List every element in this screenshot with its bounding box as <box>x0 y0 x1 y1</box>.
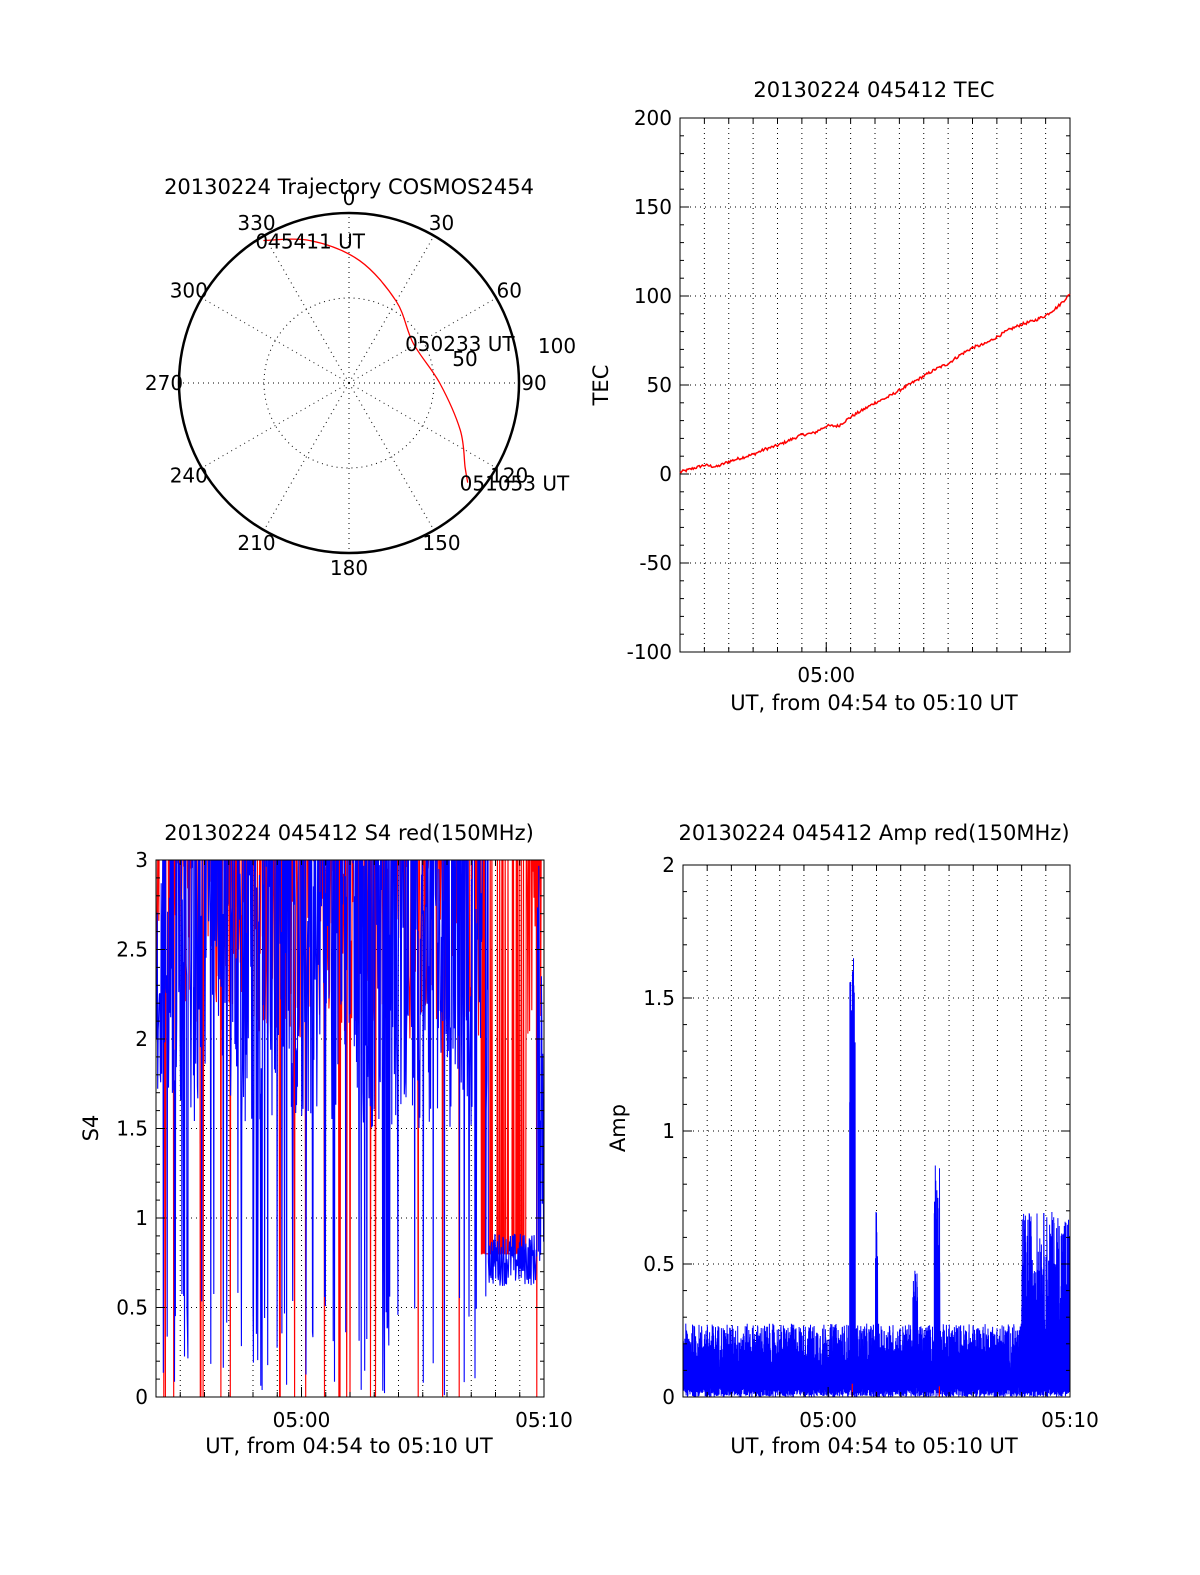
s4-blue-series <box>156 860 544 1396</box>
tec-title: 20130224 045412 TEC <box>753 78 994 102</box>
polar-time-label-2: 051053 UT <box>460 472 570 496</box>
polar-spoke-30 <box>348 235 435 384</box>
polar-spoke-150 <box>348 382 435 531</box>
polar-azimuth-label-330: 330 <box>237 211 275 235</box>
amp-y-ticks: 0 0.5 1 1.5 2 <box>643 853 1070 1409</box>
amp-x-ticks: 05:00 05:10 <box>682 865 1099 1432</box>
tec-y-axis-label: TEC <box>589 365 613 407</box>
s4-ytick-label-6: 3 <box>135 848 148 872</box>
s4-ytick-label-3: 1.5 <box>116 1117 148 1141</box>
tec-xtick-label-0: 05:00 <box>797 663 855 687</box>
polar-azimuth-label-180: 180 <box>330 556 368 580</box>
amp-xtick-label-0: 05:00 <box>799 1408 857 1432</box>
polar-azimuth-label-120: 120 <box>490 464 528 488</box>
tec-y-ticks: -100 -50 0 50 100 150 200 <box>627 106 1070 664</box>
polar-spokes <box>179 213 519 553</box>
tec-ytick-label-1: -50 <box>639 551 672 575</box>
polar-azimuth-label-300: 300 <box>170 279 208 303</box>
polar-spoke-210 <box>263 382 350 531</box>
amp-blue-series <box>683 958 1070 1397</box>
s4-red-series <box>156 860 542 1397</box>
polar-spoke-240 <box>201 382 350 469</box>
tec-panel: 20130224 045412 TEC -100-50050100150200 … <box>589 78 1071 715</box>
tec-grid <box>680 118 1070 652</box>
amp-ytick-label-0: 0 <box>662 1385 675 1409</box>
polar-spoke-300 <box>201 297 350 384</box>
polar-trajectory-line <box>263 238 469 483</box>
tec-ytick-label-3: 50 <box>647 373 672 397</box>
polar-azimuth-labels: 0 30 60 90 120 150 180 210 240 270 300 330 <box>145 186 547 580</box>
polar-title: 20130224 Trajectory COSMOS2454 <box>164 175 534 199</box>
tec-x-axis-label: UT, from 04:54 to 05:10 UT <box>730 691 1018 715</box>
tec-series-line <box>679 293 1071 474</box>
amp-ytick-label-2: 1 <box>662 1119 675 1143</box>
tec-x-ticks: 05:00 <box>679 118 1071 687</box>
polar-azimuth-label-150: 150 <box>422 531 460 555</box>
s4-ytick-label-5: 2.5 <box>116 938 148 962</box>
polar-azimuth-label-210: 210 <box>237 531 275 555</box>
tec-ytick-label-6: 200 <box>634 106 672 130</box>
amp-ytick-label-1: 0.5 <box>643 1252 675 1276</box>
s4-y-ticks: 0 0.5 1 1.5 2 2.5 3 <box>116 848 544 1409</box>
amp-panel: 20130224 045412 Amp red(150MHz) 0 0.5 1 1.5… <box>606 821 1099 1458</box>
polar-time-label-0: 045411 UT <box>255 230 365 254</box>
polar-time-labels: 045411 UT 050233 UT 051053 UT <box>255 230 570 496</box>
polar-azimuth-label-270: 270 <box>145 371 183 395</box>
polar-azimuth-label-0: 0 <box>343 186 356 210</box>
s4-ytick-label-2: 1 <box>135 1206 148 1230</box>
amp-ytick-label-4: 2 <box>662 853 675 877</box>
tec-ytick-label-5: 150 <box>634 195 672 219</box>
polar-azimuth-label-240: 240 <box>170 464 208 488</box>
polar-azimuth-label-60: 60 <box>496 279 521 303</box>
tec-ytick-label-4: 100 <box>634 284 672 308</box>
s4-y-axis-label: S4 <box>79 1115 103 1142</box>
polar-trajectory-panel: 20130224 Trajectory COSMOS2454 0 30 60 90 12… <box>145 175 576 580</box>
s4-title: 20130224 045412 S4 red(150MHz) <box>164 821 534 845</box>
polar-spoke-330 <box>263 235 350 384</box>
amp-title: 20130224 045412 Amp red(150MHz) <box>678 821 1069 845</box>
s4-xtick-label-0: 05:00 <box>273 1408 331 1432</box>
s4-xtick-label-1: 05:10 <box>515 1408 573 1432</box>
polar-outer-circle <box>177 211 521 555</box>
amp-xtick-label-1: 05:10 <box>1041 1408 1099 1432</box>
polar-spoke-120 <box>348 382 497 469</box>
polar-time-label-1: 050233 UT <box>405 332 515 356</box>
amp-ytick-label-3: 1.5 <box>643 986 675 1010</box>
s4-ytick-label-4: 2 <box>135 1027 148 1051</box>
s4-ytick-label-1: 0.5 <box>116 1296 148 1320</box>
s4-panel: 20130224 045412 S4 red(150MHz) 0 0.5 1 1.5 2… <box>79 821 573 1458</box>
s4-ytick-label-0: 0 <box>135 1385 148 1409</box>
polar-radial-label-50: 50 <box>452 347 477 371</box>
polar-radial-label-100: 100 <box>538 334 576 358</box>
amp-x-axis-label: UT, from 04:54 to 05:10 UT <box>730 1434 1018 1458</box>
s4-x-ticks: 05:00 05:10 <box>155 860 573 1432</box>
amp-y-axis-label: Amp <box>606 1104 630 1152</box>
s4-x-axis-label: UT, from 04:54 to 05:10 UT <box>205 1434 493 1458</box>
polar-azimuth-label-30: 30 <box>429 211 454 235</box>
tec-ytick-label-0: -100 <box>627 640 672 664</box>
polar-spoke-60 <box>348 297 497 384</box>
polar-azimuth-label-90: 90 <box>521 371 546 395</box>
tec-ytick-label-2: 0 <box>659 462 672 486</box>
